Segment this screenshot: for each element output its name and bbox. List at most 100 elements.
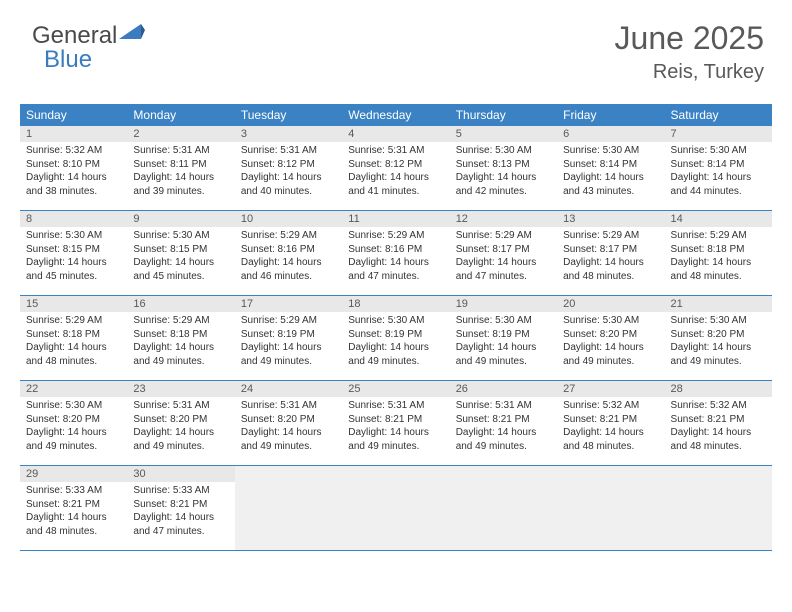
daylight-text: Daylight: 14 hours and 48 minutes. xyxy=(563,426,658,453)
sunrise-text: Sunrise: 5:31 AM xyxy=(133,144,228,158)
day-cell: 13Sunrise: 5:29 AMSunset: 8:17 PMDayligh… xyxy=(557,211,664,295)
day-number: 14 xyxy=(665,211,772,227)
sunset-text: Sunset: 8:14 PM xyxy=(671,158,766,172)
daylight-text: Daylight: 14 hours and 44 minutes. xyxy=(671,171,766,198)
sunrise-text: Sunrise: 5:30 AM xyxy=(348,314,443,328)
daylight-text: Daylight: 14 hours and 48 minutes. xyxy=(671,256,766,283)
daylight-text: Daylight: 14 hours and 48 minutes. xyxy=(26,511,121,538)
sunrise-text: Sunrise: 5:30 AM xyxy=(671,314,766,328)
day-info: Sunrise: 5:31 AMSunset: 8:20 PMDaylight:… xyxy=(127,397,234,459)
day-cell: 3Sunrise: 5:31 AMSunset: 8:12 PMDaylight… xyxy=(235,126,342,210)
weekday-header: Saturday xyxy=(665,104,772,126)
sunset-text: Sunset: 8:20 PM xyxy=(26,413,121,427)
sunrise-text: Sunrise: 5:29 AM xyxy=(241,314,336,328)
daylight-text: Daylight: 14 hours and 49 minutes. xyxy=(241,341,336,368)
day-cell: 20Sunrise: 5:30 AMSunset: 8:20 PMDayligh… xyxy=(557,296,664,380)
day-cell: 4Sunrise: 5:31 AMSunset: 8:12 PMDaylight… xyxy=(342,126,449,210)
day-number: 21 xyxy=(665,296,772,312)
daylight-text: Daylight: 14 hours and 49 minutes. xyxy=(348,426,443,453)
sunset-text: Sunset: 8:21 PM xyxy=(26,498,121,512)
weekday-header: Monday xyxy=(127,104,234,126)
sunset-text: Sunset: 8:20 PM xyxy=(563,328,658,342)
day-info: Sunrise: 5:31 AMSunset: 8:21 PMDaylight:… xyxy=(450,397,557,459)
sunset-text: Sunset: 8:19 PM xyxy=(456,328,551,342)
daylight-text: Daylight: 14 hours and 38 minutes. xyxy=(26,171,121,198)
day-cell: 27Sunrise: 5:32 AMSunset: 8:21 PMDayligh… xyxy=(557,381,664,465)
day-info: Sunrise: 5:30 AMSunset: 8:20 PMDaylight:… xyxy=(20,397,127,459)
sunset-text: Sunset: 8:21 PM xyxy=(456,413,551,427)
logo-text-blue: Blue xyxy=(44,46,92,74)
sunset-text: Sunset: 8:10 PM xyxy=(26,158,121,172)
day-cell: 21Sunrise: 5:30 AMSunset: 8:20 PMDayligh… xyxy=(665,296,772,380)
day-number: 12 xyxy=(450,211,557,227)
daylight-text: Daylight: 14 hours and 47 minutes. xyxy=(456,256,551,283)
calendar: Sunday Monday Tuesday Wednesday Thursday… xyxy=(20,104,772,551)
day-cell: 19Sunrise: 5:30 AMSunset: 8:19 PMDayligh… xyxy=(450,296,557,380)
day-number: 16 xyxy=(127,296,234,312)
day-number: 10 xyxy=(235,211,342,227)
day-number: 23 xyxy=(127,381,234,397)
logo-triangle-icon xyxy=(119,19,145,47)
daylight-text: Daylight: 14 hours and 46 minutes. xyxy=(241,256,336,283)
daylight-text: Daylight: 14 hours and 49 minutes. xyxy=(26,426,121,453)
sunrise-text: Sunrise: 5:29 AM xyxy=(241,229,336,243)
day-info: Sunrise: 5:29 AMSunset: 8:17 PMDaylight:… xyxy=(450,227,557,289)
sunrise-text: Sunrise: 5:31 AM xyxy=(241,144,336,158)
sunset-text: Sunset: 8:17 PM xyxy=(563,243,658,257)
day-number: 25 xyxy=(342,381,449,397)
sunset-text: Sunset: 8:16 PM xyxy=(241,243,336,257)
day-cell: 9Sunrise: 5:30 AMSunset: 8:15 PMDaylight… xyxy=(127,211,234,295)
daylight-text: Daylight: 14 hours and 49 minutes. xyxy=(671,341,766,368)
day-info: Sunrise: 5:30 AMSunset: 8:15 PMDaylight:… xyxy=(20,227,127,289)
daylight-text: Daylight: 14 hours and 43 minutes. xyxy=(563,171,658,198)
daylight-text: Daylight: 14 hours and 48 minutes. xyxy=(563,256,658,283)
sunset-text: Sunset: 8:15 PM xyxy=(26,243,121,257)
sunrise-text: Sunrise: 5:31 AM xyxy=(456,399,551,413)
day-info: Sunrise: 5:32 AMSunset: 8:21 PMDaylight:… xyxy=(665,397,772,459)
day-number: 9 xyxy=(127,211,234,227)
daylight-text: Daylight: 14 hours and 49 minutes. xyxy=(563,341,658,368)
sunrise-text: Sunrise: 5:29 AM xyxy=(348,229,443,243)
weekday-header: Wednesday xyxy=(342,104,449,126)
sunrise-text: Sunrise: 5:30 AM xyxy=(456,314,551,328)
day-info: Sunrise: 5:30 AMSunset: 8:20 PMDaylight:… xyxy=(665,312,772,374)
daylight-text: Daylight: 14 hours and 45 minutes. xyxy=(133,256,228,283)
day-cell xyxy=(665,466,772,550)
sunrise-text: Sunrise: 5:29 AM xyxy=(26,314,121,328)
daylight-text: Daylight: 14 hours and 49 minutes. xyxy=(133,341,228,368)
month-title: June 2025 xyxy=(615,20,764,57)
day-cell: 24Sunrise: 5:31 AMSunset: 8:20 PMDayligh… xyxy=(235,381,342,465)
sunrise-text: Sunrise: 5:32 AM xyxy=(26,144,121,158)
day-number: 26 xyxy=(450,381,557,397)
sunset-text: Sunset: 8:21 PM xyxy=(348,413,443,427)
day-info: Sunrise: 5:29 AMSunset: 8:16 PMDaylight:… xyxy=(342,227,449,289)
sunset-text: Sunset: 8:17 PM xyxy=(456,243,551,257)
day-info: Sunrise: 5:31 AMSunset: 8:20 PMDaylight:… xyxy=(235,397,342,459)
day-number: 8 xyxy=(20,211,127,227)
daylight-text: Daylight: 14 hours and 49 minutes. xyxy=(456,426,551,453)
location: Reis, Turkey xyxy=(615,61,764,84)
day-cell: 15Sunrise: 5:29 AMSunset: 8:18 PMDayligh… xyxy=(20,296,127,380)
daylight-text: Daylight: 14 hours and 49 minutes. xyxy=(133,426,228,453)
daylight-text: Daylight: 14 hours and 48 minutes. xyxy=(671,426,766,453)
daylight-text: Daylight: 14 hours and 47 minutes. xyxy=(348,256,443,283)
header-right: June 2025 Reis, Turkey xyxy=(615,20,764,84)
sunrise-text: Sunrise: 5:30 AM xyxy=(26,229,121,243)
sunrise-text: Sunrise: 5:30 AM xyxy=(563,314,658,328)
day-info: Sunrise: 5:30 AMSunset: 8:14 PMDaylight:… xyxy=(557,142,664,204)
daylight-text: Daylight: 14 hours and 47 minutes. xyxy=(133,511,228,538)
day-number: 15 xyxy=(20,296,127,312)
daylight-text: Daylight: 14 hours and 45 minutes. xyxy=(26,256,121,283)
day-number: 18 xyxy=(342,296,449,312)
day-number: 5 xyxy=(450,126,557,142)
daylight-text: Daylight: 14 hours and 40 minutes. xyxy=(241,171,336,198)
sunrise-text: Sunrise: 5:31 AM xyxy=(348,399,443,413)
week-row: 29Sunrise: 5:33 AMSunset: 8:21 PMDayligh… xyxy=(20,466,772,551)
day-number: 11 xyxy=(342,211,449,227)
sunset-text: Sunset: 8:18 PM xyxy=(133,328,228,342)
day-number: 6 xyxy=(557,126,664,142)
sunrise-text: Sunrise: 5:31 AM xyxy=(241,399,336,413)
weekday-header-row: Sunday Monday Tuesday Wednesday Thursday… xyxy=(20,104,772,126)
day-number: 27 xyxy=(557,381,664,397)
sunset-text: Sunset: 8:14 PM xyxy=(563,158,658,172)
